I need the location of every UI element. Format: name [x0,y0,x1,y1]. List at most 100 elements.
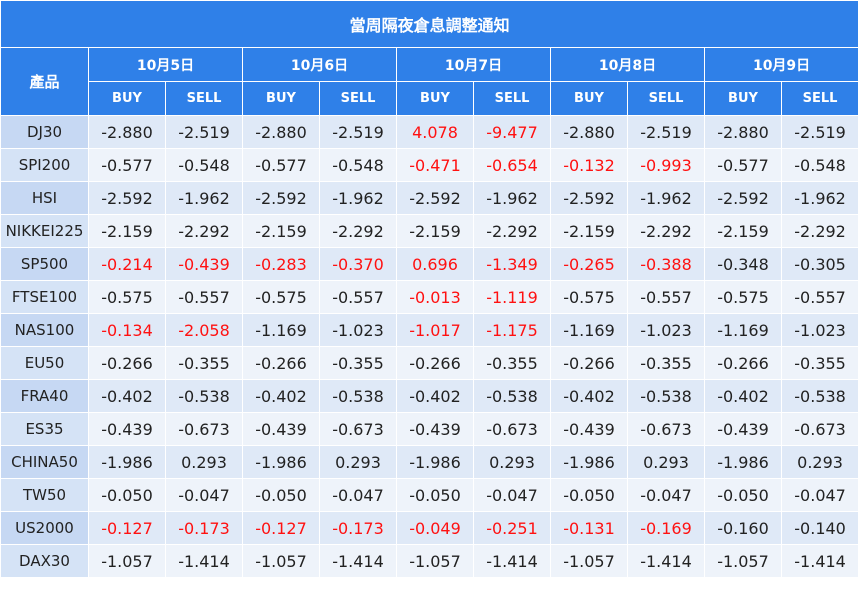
buy-value-cell: -0.160 [704,511,782,545]
buy-value-cell: -0.577 [704,148,782,182]
buy-value-cell: -0.577 [242,148,320,182]
buy-value-cell: -2.880 [704,115,782,149]
sell-value-cell: -0.305 [780,247,858,281]
buy-value-cell: -1.169 [242,313,320,347]
buy-value-cell: -0.402 [550,379,628,413]
product-name-cell: SPI200 [0,148,89,182]
sell-value-cell: 0.293 [473,445,551,479]
buy-value-cell: -0.575 [88,280,166,314]
buy-value-cell: -1.986 [396,445,474,479]
sell-value-cell: -0.538 [165,379,243,413]
buy-value-cell: -1.057 [88,544,166,578]
buy-value-cell: -0.471 [396,148,474,182]
buy-value-cell: -0.214 [88,247,166,281]
buy-value-cell: -0.127 [88,511,166,545]
buy-value-cell: -2.159 [550,214,628,248]
sell-value-cell: -0.355 [165,346,243,380]
sell-value-cell: -2.292 [319,214,397,248]
buy-value-cell: -0.439 [550,412,628,446]
date-header-oct9: 10月9日 [703,47,858,82]
buy-value-cell: -1.057 [396,544,474,578]
buy-value-cell: -0.134 [88,313,166,347]
sell-value-cell: -0.548 [319,148,397,182]
sell-value-cell: -0.355 [473,346,551,380]
buy-value-cell: -0.049 [396,511,474,545]
buy-value-cell: 4.078 [396,115,474,149]
sell-header: SELL [319,81,397,116]
sell-header: SELL [780,81,858,116]
table-row: FTSE100 -0.575 -0.557 -0.575 -0.557 -0.013 -1.… [0,280,858,314]
sell-value-cell: -0.557 [165,280,243,314]
table-row: DAX30 -1.057 -1.414 -1.057 -1.414 -1.057 -1.41… [0,544,858,578]
table-body: DJ30 -2.880 -2.519 -2.880 -2.519 4.078 -9.477-… [0,115,858,578]
sell-value-cell: -1.962 [319,181,397,215]
sell-value-cell: -1.414 [627,544,705,578]
buy-value-cell: -0.402 [396,379,474,413]
sell-value-cell: -0.538 [319,379,397,413]
buy-value-cell: -2.592 [704,181,782,215]
product-name-cell: FTSE100 [0,280,89,314]
product-name-cell: SP500 [0,247,89,281]
sell-value-cell: -0.173 [319,511,397,545]
sell-value-cell: 0.293 [165,445,243,479]
sell-value-cell: -1.414 [319,544,397,578]
sell-value-cell: -2.292 [780,214,858,248]
date-header-oct5: 10月5日 [88,47,243,82]
sell-value-cell: -1.023 [627,313,705,347]
sell-value-cell: -2.519 [319,115,397,149]
buy-value-cell: -1.057 [242,544,320,578]
buy-value-cell: -2.159 [704,214,782,248]
date-header-oct7: 10月7日 [396,47,551,82]
sell-value-cell: 0.293 [319,445,397,479]
page-title: 當周隔夜倉息調整通知 [0,0,858,48]
date-header-oct6: 10月6日 [242,47,397,82]
buy-value-cell: -0.127 [242,511,320,545]
buy-value-cell: -0.402 [242,379,320,413]
sell-value-cell: -0.673 [473,412,551,446]
product-name-cell: HSI [0,181,89,215]
sell-value-cell: -0.557 [319,280,397,314]
sell-value-cell: -0.355 [780,346,858,380]
sell-header: SELL [473,81,551,116]
buy-value-cell: -2.880 [242,115,320,149]
buy-value-cell: -0.439 [704,412,782,446]
buy-value-cell: -0.266 [396,346,474,380]
buy-value-cell: -0.575 [242,280,320,314]
buy-value-cell: -1.169 [550,313,628,347]
buy-value-cell: -0.050 [550,478,628,512]
buy-value-cell: -0.577 [88,148,166,182]
sell-value-cell: -1.023 [319,313,397,347]
buy-value-cell: -0.439 [242,412,320,446]
buy-value-cell: -0.132 [550,148,628,182]
sell-value-cell: -1.119 [473,280,551,314]
buy-value-cell: -2.159 [88,214,166,248]
sell-value-cell: -0.251 [473,511,551,545]
sell-value-cell: -1.175 [473,313,551,347]
sell-value-cell: -0.548 [165,148,243,182]
sell-value-cell: -0.673 [319,412,397,446]
buy-value-cell: -0.266 [704,346,782,380]
sell-value-cell: -1.962 [165,181,243,215]
sell-value-cell: -2.519 [780,115,858,149]
buy-value-cell: -0.131 [550,511,628,545]
buy-value-cell: -1.986 [704,445,782,479]
buy-header: BUY [550,81,628,116]
sell-value-cell: -0.173 [165,511,243,545]
sell-header: SELL [627,81,705,116]
product-name-cell: NIKKEI225 [0,214,89,248]
sell-value-cell: -0.388 [627,247,705,281]
buy-value-cell: -1.986 [242,445,320,479]
sell-value-cell: -0.557 [627,280,705,314]
sell-value-cell: -9.477 [473,115,551,149]
buy-value-cell: 0.696 [396,247,474,281]
buy-value-cell: -2.159 [242,214,320,248]
product-name-cell: US2000 [0,511,89,545]
buy-header: BUY [704,81,782,116]
product-name-cell: CHINA50 [0,445,89,479]
buy-value-cell: -2.592 [396,181,474,215]
product-column-header: 產品 [0,47,89,116]
sell-value-cell: -0.370 [319,247,397,281]
buy-value-cell: -0.050 [88,478,166,512]
date-header-oct8: 10月8日 [550,47,705,82]
